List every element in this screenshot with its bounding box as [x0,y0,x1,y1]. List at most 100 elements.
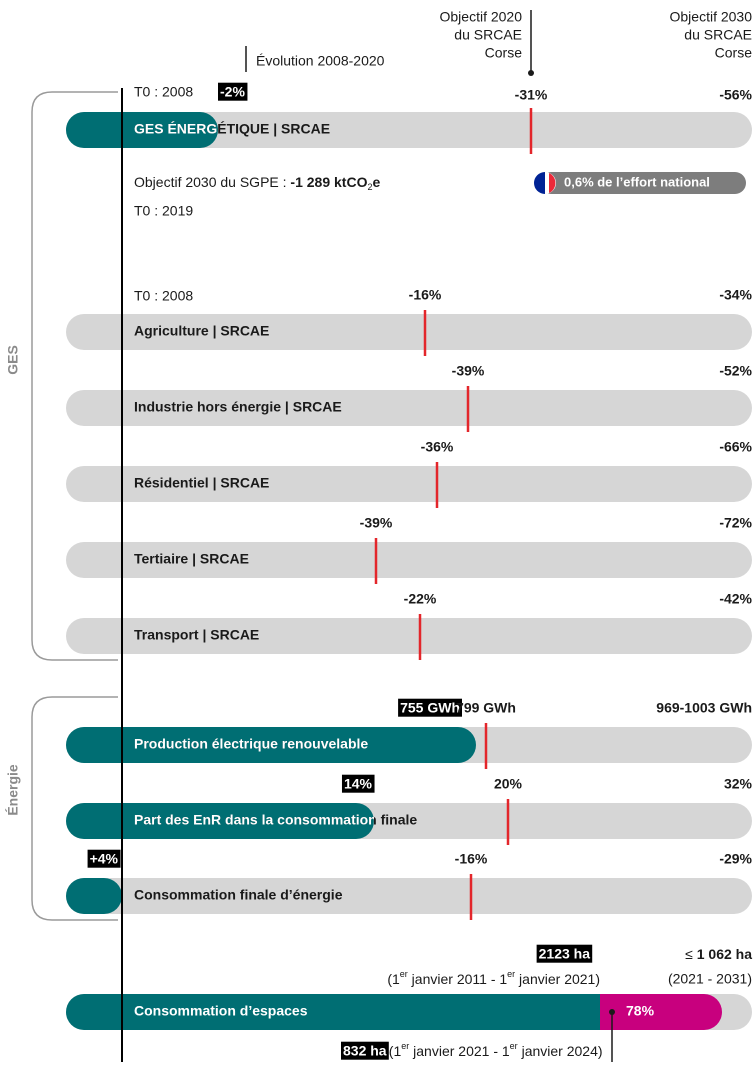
current-period-part: janvier 2024) [518,1043,603,1059]
bar-fill [66,112,218,148]
value-box [341,1041,389,1060]
effort-label: 0,6% de l’effort national [564,174,710,189]
target-2020: -39% [360,515,393,531]
bar-track [66,542,752,578]
header-evolution: Évolution 2008-2020 [256,53,385,69]
bars [66,108,752,1030]
bar-label: Consommation finale d’énergie [134,887,343,903]
current-period: (1er janvier 2021 - 1er janvier 2024) [389,1041,603,1058]
current-period-part: janvier 2021 - 1 [409,1043,510,1059]
past-period-part: janvier 2011 - 1 [408,971,508,987]
target-2020: -36% [421,439,454,455]
past-period-part: (1 [387,971,400,987]
bar-label: Tertiaire | SRCAE [134,551,249,567]
sgpe-objective: Objectif 2030 du SGPE : -1 289 ktCO2e [134,174,380,193]
bar-fill [66,727,476,763]
evolution-value: -2% [220,84,245,100]
target-2020: 20% [494,776,523,792]
target-value: ≤ 1 062 ha [685,946,752,962]
value-box [398,698,462,717]
past-period-part: er [507,969,515,979]
current-period-part: (1 [389,1043,402,1059]
bar-label: Production électrique renouvelable [134,736,368,752]
bar-target-share [580,994,722,1030]
bar-track [66,314,752,350]
target-2030: -29% [719,851,752,867]
target-2030: -72% [719,515,752,531]
value-box [218,82,248,101]
target-2030: -42% [719,591,752,607]
group-label: GES [5,345,21,375]
bar-label: Agriculture | SRCAE [134,323,269,339]
target-2020: -31% [515,87,548,103]
sgpe-objective-part: Objectif 2030 du SGPE : [134,174,290,190]
target-2030: -34% [719,287,752,303]
labels: Objectif 2020 Objectif 2030 du SRCAE du SRC… [5,9,753,1062]
sgpe-objective-part: e [372,174,380,190]
current-value: 755 GWh [400,700,460,716]
target-value-part: 1 062 ha [697,946,752,962]
bar-track [66,112,752,148]
header-2020: du SRCAE [454,27,522,43]
t0-label: T0 : 2019 [134,203,193,219]
flag-blue [534,172,545,194]
target-2030: 969-1003 GWh [656,700,752,716]
bar-fill [66,803,374,839]
sgpe-objective-part: 2 [367,182,372,192]
bar-label: Consommation d’espaces [134,1003,308,1019]
past-value: 2123 ha [539,946,591,962]
header-2030: du SRCAE [684,27,752,43]
current-period-part: er [510,1041,518,1051]
t0-label: T0 : 2008 [134,84,193,100]
bar-fill [66,878,122,914]
flag-red [549,173,556,193]
bar-track [66,878,752,914]
target-2030: 32% [724,776,753,792]
past-period: (1er janvier 2011 - 1er janvier 2021) [387,969,600,986]
bar-fill [66,994,600,1030]
current-value: 14% [344,776,373,792]
target-2020: -22% [404,591,437,607]
header-2030: Objectif 2030 [670,9,753,25]
t0-label: T0 : 2008 [134,288,193,304]
bar-label: Transport | SRCAE [134,627,259,643]
group-label: Énergie [5,764,21,816]
bar-label: Part des EnR dans la consommation finale [134,812,417,828]
target-period: (2021 - 2031) [668,971,752,987]
value-box [536,944,593,963]
target-2030: -52% [719,363,752,379]
bar-label-inverse: Part des EnR dans la consommation finale [134,812,417,828]
current-value: 832 ha [343,1043,387,1059]
bar-track [66,618,752,654]
target-2020: -16% [409,287,442,303]
current-value: +4% [90,851,119,867]
bar-fill-end [570,994,600,1030]
past-period-part: er [400,969,408,979]
target-2020: 799 GWh [456,700,516,716]
bar-track [66,466,752,502]
past-period-part: janvier 2021) [515,971,600,987]
bar-label: GES ÉNERGÉTIQUE | SRCAE [134,121,330,137]
value-box [87,849,121,868]
header-2020: Corse [485,45,523,61]
target-2020: -16% [455,851,488,867]
bar-label-inverse: Production électrique renouvelable [134,736,368,752]
energie-bracket [31,696,118,921]
header-2030: Corse [715,45,753,61]
target-value-part: ≤ [685,946,697,962]
ges-bracket [31,91,118,661]
sgpe-objective-part: -1 289 ktCO [290,174,367,190]
bar-track [66,390,752,426]
value-box [341,774,375,793]
share-label: 78% [626,1003,655,1019]
bar-label: Industrie hors énergie | SRCAE [134,399,342,415]
target-2030: -66% [719,439,752,455]
target-2030: -56% [719,87,752,103]
effort-pill [540,172,746,194]
target-2020: -39% [452,363,485,379]
pointer-dot [528,70,534,76]
header-2020: Objectif 2020 [440,9,523,25]
bar-label-inverse: GES ÉNERGÉTIQUE | SRCAE [134,121,330,137]
